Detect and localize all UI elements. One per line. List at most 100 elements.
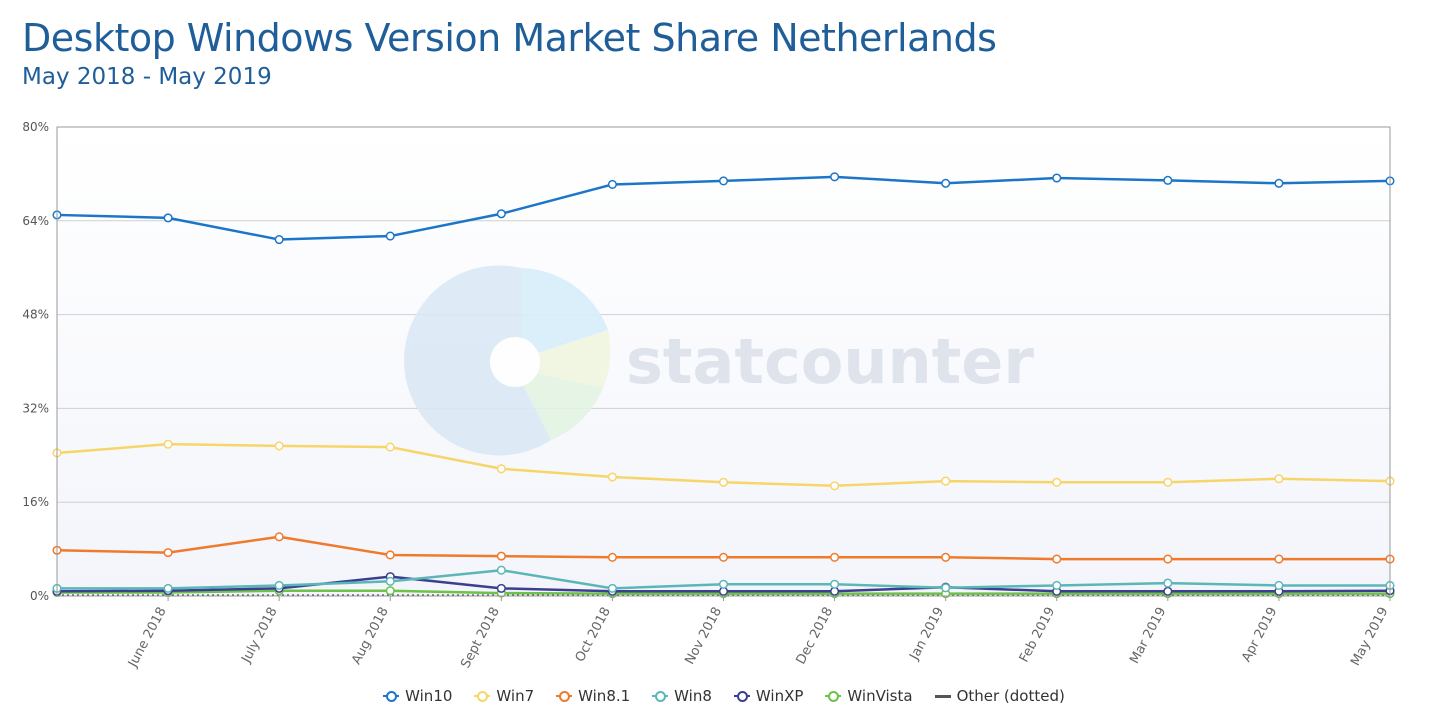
data-point[interactable]	[274, 532, 284, 542]
legend-marker-icon	[733, 690, 750, 702]
legend-marker-icon	[474, 690, 491, 702]
legend-item-win8-1[interactable]: Win8.1	[556, 687, 630, 705]
y-tick-label: 32%	[22, 401, 49, 415]
data-point[interactable]	[830, 172, 840, 182]
data-point[interactable]	[718, 552, 729, 562]
legend-item-win10[interactable]: Win10	[383, 687, 452, 705]
data-point[interactable]	[274, 235, 284, 245]
data-point[interactable]	[1274, 554, 1284, 564]
chart-title: Desktop Windows Version Market Share Net…	[22, 16, 997, 60]
legend-item-other-dotted-[interactable]: Other (dotted)	[934, 687, 1065, 705]
x-tick-label: Feb 2019	[1017, 605, 1059, 665]
legend-label: WinXP	[755, 687, 804, 705]
data-point[interactable]	[830, 579, 840, 589]
legend-label: WinVista	[847, 687, 913, 705]
legend-marker-icon	[652, 690, 669, 702]
data-point[interactable]	[496, 464, 506, 474]
data-point[interactable]	[1052, 554, 1062, 564]
data-point[interactable]	[830, 481, 840, 491]
y-tick-label: 16%	[22, 495, 49, 509]
x-axis-ticks: June 2018 July 2018 Aug 2018 Sept 2018 Oct 2…	[125, 596, 1392, 671]
legend-marker-icon	[383, 690, 400, 702]
data-point[interactable]	[1052, 477, 1062, 487]
legend-item-winxp[interactable]: WinXP	[733, 687, 804, 705]
series-win8	[52, 565, 1395, 593]
y-tick-label: 80%	[22, 120, 49, 134]
y-tick-label: 64%	[22, 214, 49, 228]
y-tick-label: 0%	[30, 589, 49, 603]
data-point[interactable]	[1163, 477, 1173, 487]
data-point[interactable]	[385, 576, 395, 586]
data-point[interactable]	[718, 477, 729, 487]
data-point[interactable]	[274, 580, 284, 590]
data-point[interactable]	[1052, 173, 1062, 183]
series-lines	[52, 172, 1395, 599]
legend-marker-icon	[556, 690, 573, 702]
y-axis-ticks: 0% 16% 32% 48% 64% 80%	[22, 120, 49, 603]
legend-label: Other (dotted)	[956, 687, 1065, 705]
data-point[interactable]	[163, 548, 173, 558]
x-tick-label: Mar 2019	[1127, 605, 1169, 667]
data-point[interactable]	[941, 476, 951, 486]
data-point[interactable]	[607, 472, 617, 482]
data-point[interactable]	[607, 583, 617, 593]
x-tick-label: Aug 2018	[349, 605, 392, 667]
legend-item-winvista[interactable]: WinVista	[825, 687, 913, 705]
data-point[interactable]	[607, 552, 617, 562]
legend-label: Win7	[496, 687, 535, 705]
data-point[interactable]	[163, 439, 173, 449]
data-point[interactable]	[718, 176, 729, 186]
data-point[interactable]	[1274, 178, 1284, 188]
x-tick-label: Apr 2019	[1239, 605, 1280, 665]
plot-background	[57, 127, 1390, 596]
x-tick-label: July 2018	[239, 605, 281, 666]
y-tick-label: 48%	[22, 308, 49, 322]
series-win10	[52, 172, 1395, 245]
x-tick-label: Dec 2018	[794, 605, 837, 667]
x-tick-label: May 2019	[1348, 605, 1391, 669]
legend-label: Win10	[405, 687, 453, 705]
legend-marker-icon	[934, 690, 951, 702]
legend: Win10 Win7 Win8.1 Win8 WinXP WinVista Other (d…	[0, 687, 1448, 705]
data-point[interactable]	[496, 583, 506, 593]
legend-label: Win8	[674, 687, 712, 705]
data-point[interactable]	[718, 579, 729, 589]
data-point[interactable]	[1274, 474, 1284, 484]
data-point[interactable]	[1163, 554, 1173, 564]
x-tick-label: Jan 2019	[907, 605, 948, 663]
data-point[interactable]	[1052, 580, 1062, 590]
data-point[interactable]	[830, 552, 840, 562]
x-tick-label: June 2018	[125, 605, 169, 671]
data-point[interactable]	[1163, 175, 1173, 185]
legend-item-win7[interactable]: Win7	[474, 687, 534, 705]
legend-label: Win8.1	[578, 687, 631, 705]
data-point[interactable]	[941, 583, 951, 593]
data-point[interactable]	[496, 565, 506, 575]
data-point[interactable]	[941, 178, 951, 188]
data-point[interactable]	[1163, 578, 1173, 588]
data-point[interactable]	[385, 231, 395, 241]
data-point[interactable]	[607, 179, 617, 190]
statcounter-watermark: statcounter	[404, 265, 1034, 456]
plot-border	[56, 126, 1391, 597]
x-tick-label: Oct 2018	[573, 605, 614, 665]
data-point[interactable]	[496, 551, 506, 561]
x-tick-label: Nov 2018	[682, 605, 725, 667]
data-point[interactable]	[1274, 580, 1284, 590]
series-win7	[52, 439, 1395, 491]
x-tick-label: Sept 2018	[458, 605, 503, 671]
data-point[interactable]	[941, 552, 951, 562]
legend-item-win8[interactable]: Win8	[652, 687, 712, 705]
data-point[interactable]	[385, 586, 395, 596]
data-point[interactable]	[496, 209, 506, 219]
data-point[interactable]	[1163, 586, 1173, 596]
data-point[interactable]	[385, 550, 395, 560]
data-point[interactable]	[274, 441, 284, 451]
chart-subtitle: May 2018 - May 2019	[22, 64, 272, 90]
legend-marker-icon	[825, 690, 842, 702]
data-point[interactable]	[385, 442, 395, 452]
data-point[interactable]	[163, 213, 173, 223]
data-point[interactable]	[163, 583, 173, 593]
watermark-text: statcounter	[626, 325, 1034, 398]
